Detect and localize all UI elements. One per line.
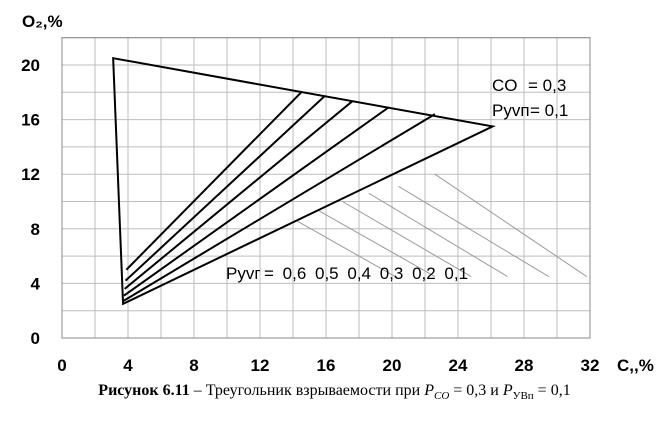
leader-line [434,173,587,277]
triangle [112,56,496,306]
y-tick-label: 12 [21,165,40,184]
series-line [124,100,354,290]
x-tick-label: 0 [57,356,66,375]
series-line [125,91,302,271]
triangle-outline [112,56,496,306]
leader-line [368,192,508,278]
caption-eq1: = 0,3 и [449,382,503,399]
pyvn-value: = 0,1 [530,101,568,120]
x-axis-label: C,,% [617,356,654,375]
figure-caption: Рисунок 6.11 – Треугольник взрываемости … [0,382,669,402]
leader-line [342,201,472,278]
chart: 0 4 8 12 16 20 24 28 32 0 4 8 12 16 20 O₂,% C,,% CO =… [21,12,654,375]
series-line [124,95,326,282]
leader-lines [296,173,587,278]
co-value: = 0,3 [528,76,566,95]
caption-p-co: P [424,382,434,399]
leader-line [319,210,436,278]
series-lines [122,91,436,303]
grid [61,37,591,339]
caption-text: – Треугольник взрываемости при [189,382,425,399]
y-tick-label: 0 [31,329,40,348]
series-line [123,106,390,297]
leader-line [398,186,550,278]
y-tick-label: 20 [21,56,40,75]
pyvn-label: Pуᴠп [492,101,530,120]
caption-number: Рисунок 6.11 [98,382,190,399]
x-tick-label: 16 [317,356,336,375]
caption-eq2: = 0,1 [533,382,571,399]
x-tick-label: 32 [581,356,600,375]
plot-frame [61,37,591,339]
x-tick-labels: 0 4 8 12 16 20 24 28 32 [57,356,599,375]
leader-line [296,220,396,278]
y-tick-label: 16 [21,111,40,130]
pyvg-label: Pуᴠг [226,264,261,283]
x-tick-label: 28 [515,356,534,375]
x-tick-label: 4 [123,356,133,375]
caption-p-co-sub: CO [434,390,450,403]
caption-p-uvn-sub: УВп [512,390,534,403]
caption-p-uvn: P [502,382,513,399]
y-tick-label: 8 [31,220,40,239]
y-tick-label: 4 [31,274,41,293]
series-line [122,113,436,303]
x-tick-label: 24 [449,356,468,375]
y-tick-labels: 0 4 8 12 16 20 [21,56,40,348]
y-axis-label: O₂,% [22,12,63,31]
co-label: CO [492,76,518,95]
x-tick-label: 12 [251,356,270,375]
x-tick-label: 20 [383,356,402,375]
x-tick-label: 8 [189,356,198,375]
pyvg-values: = 0,6 0,5 0,4 0,3 0,2 0,1 [264,264,468,283]
